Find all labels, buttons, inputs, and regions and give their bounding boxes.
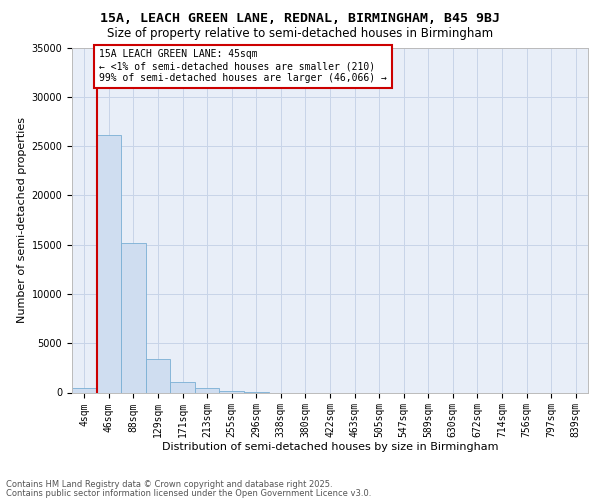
- Bar: [72, 388, 97, 392]
- Text: 15A LEACH GREEN LANE: 45sqm
← <1% of semi-detached houses are smaller (210)
99% : 15A LEACH GREEN LANE: 45sqm ← <1% of sem…: [99, 50, 387, 82]
- X-axis label: Distribution of semi-detached houses by size in Birmingham: Distribution of semi-detached houses by …: [162, 442, 498, 452]
- Text: Contains HM Land Registry data © Crown copyright and database right 2025.: Contains HM Land Registry data © Crown c…: [6, 480, 332, 489]
- Text: 15A, LEACH GREEN LANE, REDNAL, BIRMINGHAM, B45 9BJ: 15A, LEACH GREEN LANE, REDNAL, BIRMINGHA…: [100, 12, 500, 26]
- Bar: [146, 360, 170, 392]
- Text: Contains public sector information licensed under the Open Government Licence v3: Contains public sector information licen…: [6, 488, 371, 498]
- Bar: [220, 390, 244, 392]
- Bar: [121, 242, 146, 392]
- Y-axis label: Number of semi-detached properties: Number of semi-detached properties: [17, 117, 27, 323]
- Bar: [97, 135, 121, 392]
- Text: Size of property relative to semi-detached houses in Birmingham: Size of property relative to semi-detach…: [107, 28, 493, 40]
- Bar: [195, 388, 220, 392]
- Bar: [170, 382, 195, 392]
